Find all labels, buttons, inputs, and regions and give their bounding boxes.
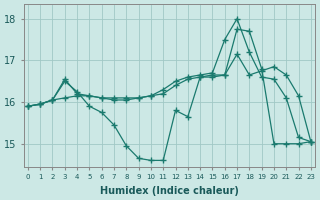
X-axis label: Humidex (Indice chaleur): Humidex (Indice chaleur) xyxy=(100,186,239,196)
